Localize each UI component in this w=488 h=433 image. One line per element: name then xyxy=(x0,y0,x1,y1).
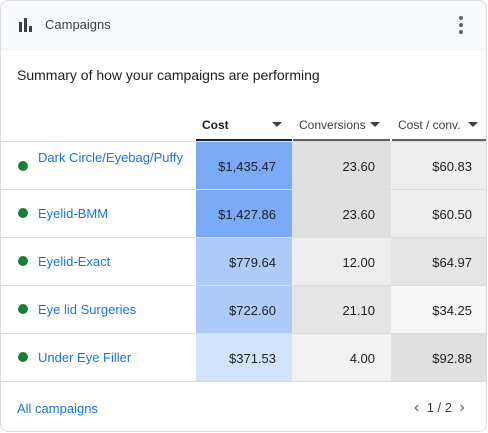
cost-cell: $779.64 xyxy=(196,238,292,286)
column-label: Cost / conv. xyxy=(398,118,461,132)
table-row[interactable]: Eye lid Surgeries $722.60 21.10 $34.25 xyxy=(1,286,486,334)
bar-chart-icon xyxy=(19,18,32,32)
table-row[interactable]: Dark Circle/Eyebag/Puffy $1,435.47 23.60… xyxy=(1,142,486,190)
row-divider xyxy=(1,381,486,382)
table-row[interactable]: Eyelid-BMM $1,427.86 23.60 $60.50 xyxy=(1,190,486,238)
card-title: Campaigns xyxy=(45,17,111,32)
cost-per-conv-cell: $34.25 xyxy=(391,286,486,334)
conversions-cell: 23.60 xyxy=(292,190,391,238)
cost-per-conv-cell: $60.50 xyxy=(391,190,486,238)
conversions-cell: 4.00 xyxy=(292,334,391,382)
column-label: Conversions xyxy=(299,118,366,132)
card-header: Campaigns xyxy=(1,1,486,50)
row-divider xyxy=(1,189,486,190)
table-row[interactable]: Under Eye Filler $371.53 4.00 $92.88 xyxy=(1,334,486,382)
all-campaigns-link[interactable]: All campaigns xyxy=(17,401,98,416)
row-divider xyxy=(1,333,486,334)
status-dot-icon xyxy=(18,304,28,314)
cost-per-conv-cell: $60.83 xyxy=(391,142,486,190)
campaign-name-link[interactable]: Dark Circle/Eyebag/Puffy xyxy=(38,150,183,165)
page-indicator: 1 / 2 xyxy=(426,400,452,415)
row-divider xyxy=(1,285,486,286)
summary-text: Summary of how your campaigns are perfor… xyxy=(17,67,320,83)
column-header-conversions[interactable]: Conversions xyxy=(293,113,390,141)
column-header-cost-per-conv[interactable]: Cost / conv. xyxy=(392,113,486,141)
pagination: ‹ 1 / 2 › xyxy=(409,399,470,417)
cost-cell: $1,427.86 xyxy=(196,190,292,238)
cost-cell: $722.60 xyxy=(196,286,292,334)
table-divider xyxy=(1,141,486,142)
status-dot-icon xyxy=(18,256,28,266)
status-dot-icon xyxy=(18,352,28,362)
status-dot-icon xyxy=(18,208,28,218)
conversions-cell: 21.10 xyxy=(292,286,391,334)
column-header-cost[interactable]: Cost xyxy=(196,113,292,141)
campaign-name-link[interactable]: Under Eye Filler xyxy=(38,350,132,365)
cost-cell: $371.53 xyxy=(196,334,292,382)
dropdown-arrow-icon xyxy=(370,122,380,127)
campaign-name-link[interactable]: Eyelid-Exact xyxy=(38,254,111,269)
dropdown-arrow-icon xyxy=(272,122,282,127)
more-vert-icon[interactable] xyxy=(458,15,464,35)
cost-per-conv-cell: $64.97 xyxy=(391,238,486,286)
conversions-cell: 23.60 xyxy=(292,142,391,190)
row-divider xyxy=(1,237,486,238)
conversions-cell: 12.00 xyxy=(292,238,391,286)
status-dot-icon xyxy=(18,161,28,171)
cost-per-conv-cell: $92.88 xyxy=(391,334,486,382)
chevron-left-icon[interactable]: ‹ xyxy=(414,399,420,416)
column-label: Cost xyxy=(202,118,229,132)
dropdown-arrow-icon xyxy=(468,122,478,127)
cost-cell: $1,435.47 xyxy=(196,142,292,190)
chevron-right-icon[interactable]: › xyxy=(459,399,465,416)
campaign-name-link[interactable]: Eyelid-BMM xyxy=(38,206,109,221)
campaign-name-link[interactable]: Eye lid Surgeries xyxy=(38,302,137,317)
table-row[interactable]: Eyelid-Exact $779.64 12.00 $64.97 xyxy=(1,238,486,286)
